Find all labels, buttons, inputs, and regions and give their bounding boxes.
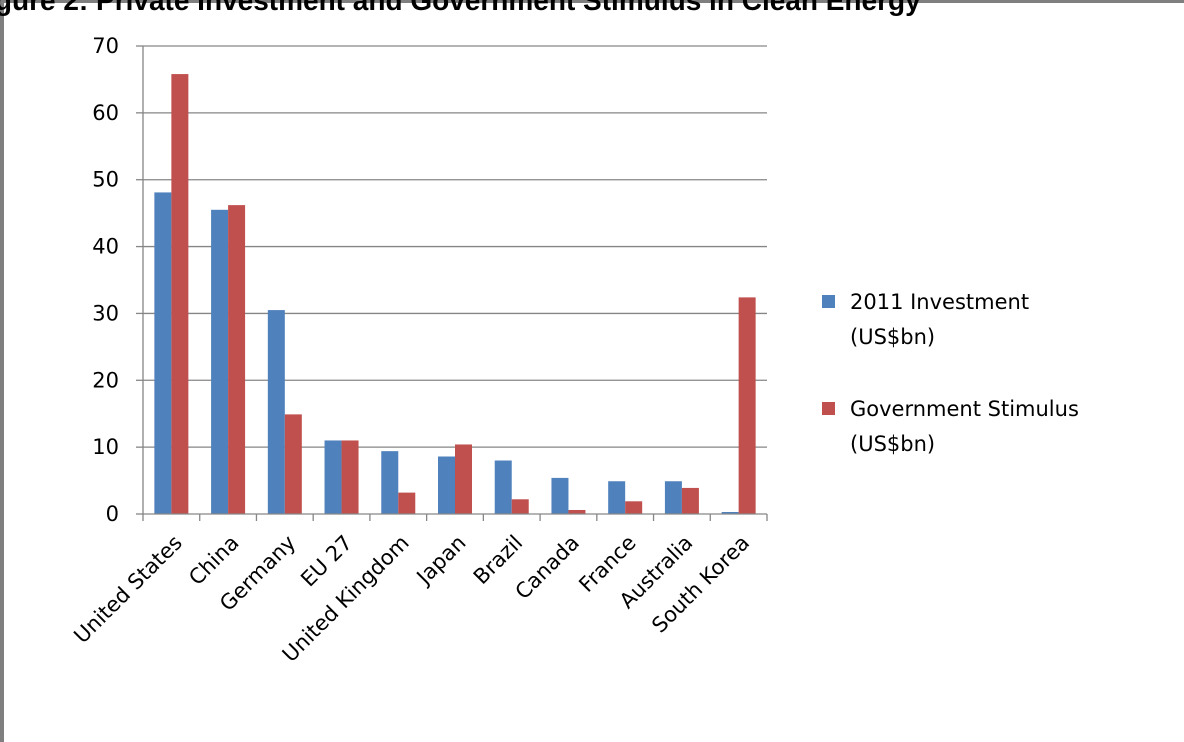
bar-investment [438,456,455,514]
bar-stimulus [341,440,359,514]
chart-title: Figure 2: Private Investment and Governm… [0,0,921,16]
bar-investment [267,310,285,514]
y-tick-label: 40 [92,235,119,259]
bar-stimulus [455,444,472,514]
bar-stimulus [398,492,416,514]
bar-stimulus [511,499,529,514]
bar-investment [721,511,739,514]
legend-label: Government Stimulus [850,397,1079,421]
bar-investment [154,192,172,514]
bar-investment [551,477,569,514]
bar-stimulus [681,487,699,514]
bar-stimulus [625,501,643,514]
y-tick-label: 60 [92,101,119,125]
x-tick-label: Canada [511,531,584,604]
bar-investment [211,209,229,515]
bar-stimulus [171,74,189,514]
legend-swatch [822,295,835,308]
legend-label: (US$bn) [850,432,935,456]
legend-swatch [822,402,835,415]
y-tick-label: 0 [106,502,119,526]
bar-stimulus [568,509,586,514]
bar-investment [324,440,342,514]
y-tick-label: 50 [92,168,119,192]
bar-investment [381,451,399,514]
legend-label: (US$bn) [850,325,935,349]
bar-investment [494,460,512,514]
y-tick-label: 30 [92,301,119,325]
bar-stimulus [228,205,246,514]
x-tick-label: United States [69,531,187,649]
y-tick-label: 10 [92,435,119,459]
y-tick-label: 70 [92,34,119,58]
bar-investment [608,481,626,514]
bar-investment [664,481,682,514]
y-tick-label: 20 [92,368,119,392]
bar-stimulus [284,414,302,514]
bar-stimulus [738,297,756,514]
legend-label: 2011 Investment [850,290,1029,314]
x-tick-label: Japan [411,531,471,591]
